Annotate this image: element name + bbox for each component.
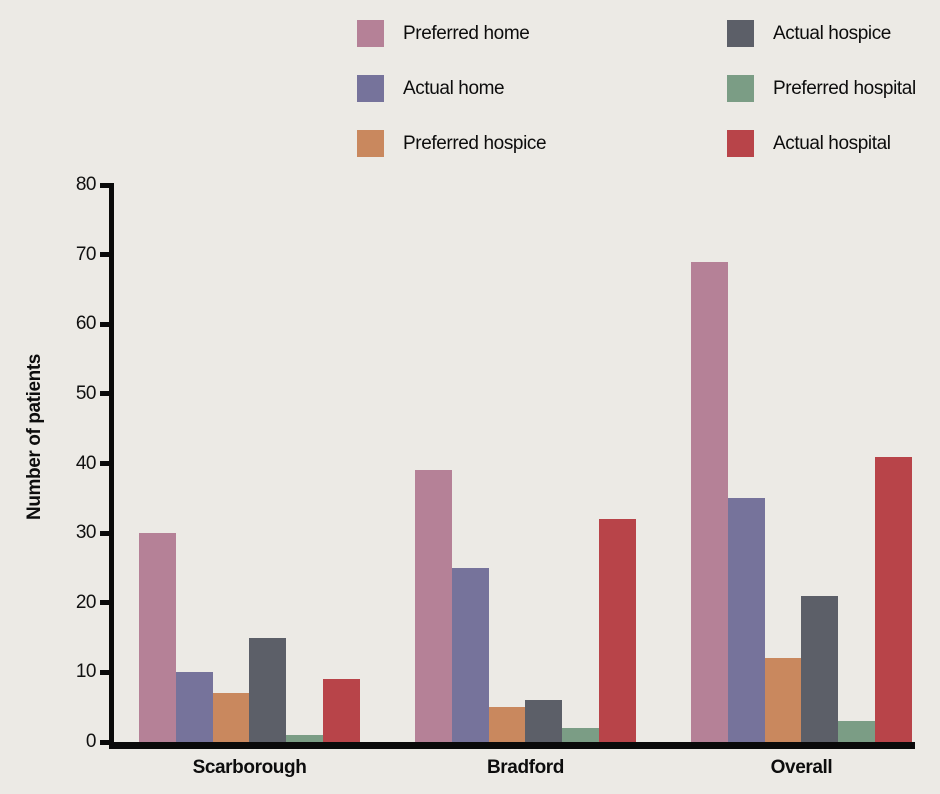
legend-label-preferred-home: Preferred home xyxy=(403,22,530,44)
chart-legend-column-1: Preferred home Actual home Preferred hospi… xyxy=(357,20,547,185)
bar-scarborough-preferred-hospice xyxy=(212,693,250,742)
legend-swatch-preferred-hospital xyxy=(727,75,754,102)
bar-scarborough-preferred-home xyxy=(139,533,176,742)
y-tick-label-30: 30 xyxy=(75,522,97,544)
y-tick-mark-30 xyxy=(100,530,109,536)
legend-item-preferred-hospital: Preferred hospital xyxy=(727,75,916,102)
legend-swatch-preferred-home xyxy=(357,20,384,47)
y-axis-line xyxy=(109,183,114,749)
bar-overall-actual-hospital xyxy=(874,456,912,742)
legend-item-actual-hospital: Actual hospital xyxy=(727,130,916,157)
bar-scarborough-actual-hospice xyxy=(249,637,287,742)
bar-group-scarborough xyxy=(139,185,360,742)
y-tick-mark-20 xyxy=(100,600,109,606)
legend-item-preferred-hospice: Preferred hospice xyxy=(357,130,547,157)
x-axis-line xyxy=(109,742,915,749)
bar-scarborough-actual-hospital xyxy=(322,679,360,742)
y-tick-label-20: 20 xyxy=(75,591,97,613)
bar-bradford-preferred-home xyxy=(415,470,452,742)
bar-group-overall xyxy=(691,185,912,742)
legend-label-actual-hospital: Actual hospital xyxy=(773,132,891,154)
legend-swatch-actual-hospital xyxy=(727,130,754,157)
bar-overall-preferred-home xyxy=(691,261,728,742)
y-tick-mark-70 xyxy=(100,252,109,258)
bar-bradford-actual-hospice xyxy=(525,700,563,742)
legend-label-preferred-hospice: Preferred hospice xyxy=(403,132,547,154)
y-tick-label-80: 80 xyxy=(75,174,97,195)
legend-label-actual-home: Actual home xyxy=(403,77,505,99)
y-tick-mark-60 xyxy=(100,321,109,327)
y-tick-label-10: 10 xyxy=(75,661,97,683)
chart-legend-column-2: Actual hospice Preferred hospital Actual h… xyxy=(727,20,916,185)
y-tick-label-60: 60 xyxy=(75,313,97,335)
bar-scarborough-preferred-hospital xyxy=(286,735,323,742)
bar-scarborough-actual-home xyxy=(175,672,213,742)
y-tick-mark-80 xyxy=(100,182,109,188)
y-tick-mark-0 xyxy=(100,739,109,745)
legend-item-actual-hospice: Actual hospice xyxy=(727,20,916,47)
bar-overall-preferred-hospital xyxy=(838,721,875,742)
legend-swatch-actual-home xyxy=(357,75,384,102)
bar-bradford-preferred-hospice xyxy=(488,707,526,742)
category-label-bradford: Bradford xyxy=(486,757,565,778)
legend-item-preferred-home: Preferred home xyxy=(357,20,546,47)
legend-label-preferred-hospital: Preferred hospital xyxy=(773,77,916,99)
legend-label-actual-hospice: Actual hospice xyxy=(773,22,891,44)
y-tick-mark-50 xyxy=(100,391,109,397)
y-tick-label-50: 50 xyxy=(75,382,97,404)
y-tick-label-70: 70 xyxy=(75,243,97,265)
bar-overall-actual-hospice xyxy=(801,595,839,742)
category-label-overall: Overall xyxy=(770,757,833,778)
bar-bradford-preferred-hospital xyxy=(562,728,599,742)
category-label-scarborough: Scarborough xyxy=(192,757,307,778)
legend-item-actual-home: Actual home xyxy=(357,75,546,102)
y-tick-label-0: 0 xyxy=(85,731,97,752)
legend-swatch-actual-hospice xyxy=(727,20,754,47)
bar-bradford-actual-hospital xyxy=(598,519,636,742)
bar-overall-actual-home xyxy=(727,498,765,742)
bar-overall-preferred-hospice xyxy=(764,658,802,742)
bar-group-bradford xyxy=(415,185,636,742)
y-axis-title: Number of patients xyxy=(24,354,45,520)
bar-bradford-actual-home xyxy=(451,567,489,742)
legend-swatch-preferred-hospice xyxy=(357,130,384,157)
y-tick-label-40: 40 xyxy=(75,452,97,474)
y-tick-mark-40 xyxy=(100,461,109,466)
y-tick-mark-10 xyxy=(100,669,109,675)
